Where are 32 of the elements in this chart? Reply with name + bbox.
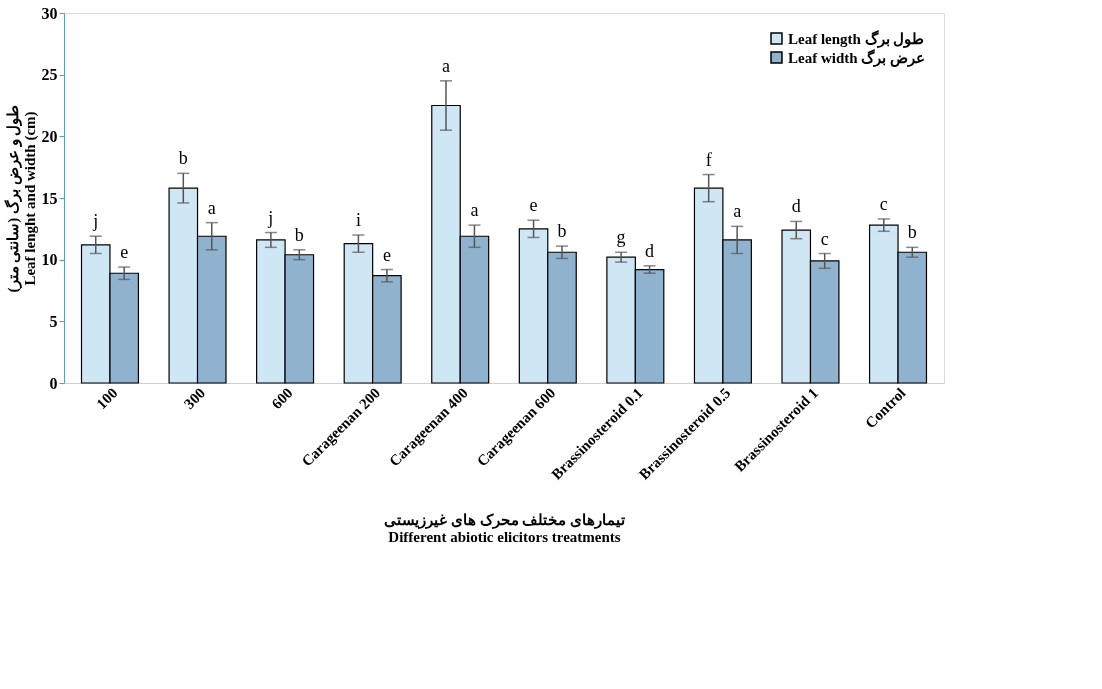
data-label: e [382, 244, 391, 265]
data-label: e [120, 242, 129, 263]
y-tick-label: 5 [49, 312, 58, 330]
x-tick-label: 600 [268, 384, 296, 413]
data-label: e [529, 195, 538, 216]
data-label: b [557, 221, 567, 242]
y-tick-label: 0 [49, 374, 58, 392]
y-tick-label: 20 [41, 127, 58, 145]
data-label: a [470, 200, 479, 221]
data-label: b [907, 222, 917, 243]
legend-label: Leaf width عرض برگ [788, 48, 926, 67]
y-tick-label: 10 [41, 251, 58, 269]
data-label: d [791, 196, 801, 217]
x-tick-label: 100 [93, 384, 121, 413]
data-label: j [92, 211, 99, 232]
data-label: i [355, 210, 361, 230]
y-tick-label: 30 [41, 4, 58, 22]
data-label: c [820, 228, 829, 249]
data-label: j [267, 207, 274, 228]
data-label: c [879, 193, 888, 214]
data-label: a [207, 197, 216, 218]
data-label: g [616, 227, 626, 248]
data-label: f [705, 149, 712, 170]
legend-label: Leaf length طول برگ [788, 29, 925, 48]
data-label: b [178, 148, 188, 169]
x-tick-label: 300 [180, 384, 209, 413]
data-label: d [645, 240, 655, 261]
data-label: a [733, 201, 742, 222]
y-tick-label: 15 [41, 189, 58, 207]
y-tick-label: 25 [41, 66, 58, 84]
data-label: b [294, 224, 304, 245]
data-label: a [441, 55, 450, 76]
